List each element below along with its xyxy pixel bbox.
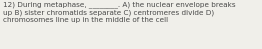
Text: 12) During metaphase, ________. A) the nuclear envelope breaks
up B) sister chro: 12) During metaphase, ________. A) the n… xyxy=(3,1,235,23)
